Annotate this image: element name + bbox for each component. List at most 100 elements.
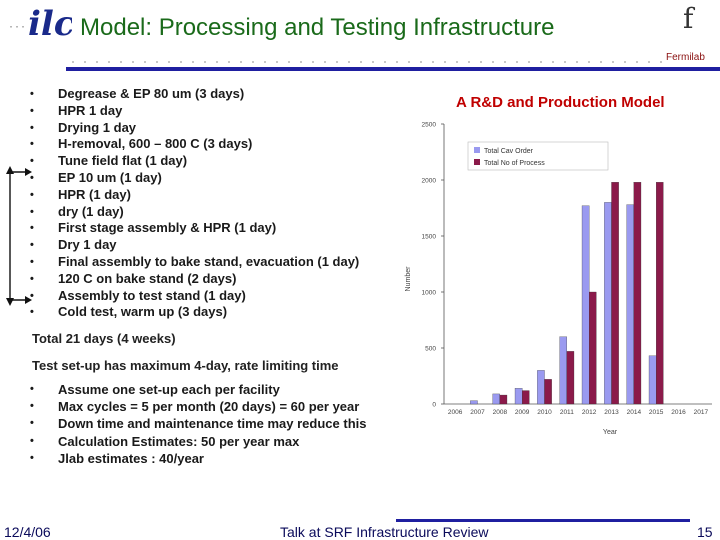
chart-y-tick-label: 0	[432, 402, 436, 409]
bullet-icon: •	[30, 289, 34, 302]
header-rule	[66, 67, 720, 71]
chart-x-tick-label: 2006	[448, 409, 463, 416]
process-step: • Cold test, warm up (3 days)	[30, 304, 400, 321]
chart-bar-cav-order	[559, 336, 567, 405]
chart-bar-cav-order	[626, 204, 634, 405]
chart-bar-process	[544, 379, 552, 405]
chart-x-tick-label: 2013	[604, 409, 619, 416]
chart-bar-cav-order	[514, 388, 523, 405]
chart-bar-cav-order	[537, 370, 545, 405]
process-step-text: Assembly to test stand (1 day)	[58, 287, 246, 303]
process-step: • Final assembly to bake stand, evacuatio…	[30, 254, 400, 271]
estimate-item-text: Jlab estimates : 40/year	[58, 450, 204, 466]
bullet-icon: •	[30, 383, 34, 395]
process-step: • HPR (1 day)	[30, 187, 400, 204]
chart-bar-process	[522, 390, 530, 405]
bullet-icon: •	[30, 188, 34, 201]
legend-label-cav-order: Total Cav Order	[484, 148, 534, 155]
process-step-text: Final assembly to bake stand, evacuation…	[58, 253, 360, 269]
bullet-icon: •	[30, 434, 34, 447]
bullet-icon: •	[30, 88, 34, 100]
estimate-item-text: Max cycles = 5 per month (20 days) = 60 …	[58, 399, 360, 415]
chart-bar-process	[589, 291, 597, 405]
process-step-text: Tune field flat (1 day)	[58, 153, 188, 169]
chart-y-axis-label: Number	[405, 266, 412, 292]
estimate-item-text: Down time and maintenance time may reduc…	[58, 416, 367, 432]
chart-y-tick-label: 1500	[422, 234, 437, 241]
fermilab-label: Fermilab	[666, 52, 705, 63]
chart-x-tick-label: 2017	[694, 409, 709, 416]
estimates-list: • Assume one set-up each per facility • Max…	[30, 381, 366, 467]
chart-x-tick-label: 2012	[582, 409, 597, 416]
process-step-text: First stage assembly & HPR (1 day)	[58, 220, 277, 236]
chart-bar-process	[499, 394, 508, 405]
chart-y-tick-label: 2500	[422, 122, 437, 129]
chart-x-tick-label: 2008	[493, 409, 508, 416]
bullet-icon: •	[30, 400, 34, 413]
chart-title: A R&D and Production Model	[456, 94, 665, 111]
chart-x-tick-label: 2009	[515, 409, 530, 416]
chart-bar-process	[656, 182, 664, 405]
legend-swatch-cav-order	[474, 147, 480, 153]
chart-x-axis-label: Year	[603, 429, 618, 436]
bullet-icon: •	[30, 451, 34, 464]
svg-text:···: ···	[8, 22, 26, 33]
chart-bar-process	[566, 351, 575, 405]
process-step-text: dry (1 day)	[58, 203, 124, 219]
chart-x-tick-label: 2010	[537, 409, 552, 416]
process-step: • First stage assembly & HPR (1 day)	[30, 220, 400, 237]
production-bar-chart: Number Year Total Cav Order Total No of …	[398, 114, 720, 444]
setup-note: Test set-up has maximum 4-day, rate limi…	[32, 358, 339, 373]
title-dotted-rule	[72, 61, 670, 63]
bullet-icon: •	[30, 417, 34, 430]
process-step-text: HPR (1 day)	[58, 186, 131, 202]
process-step: • EP 10 um (1 day)	[30, 170, 400, 187]
bullet-icon: •	[30, 222, 34, 235]
chart-x-tick-label: 2007	[470, 409, 485, 416]
chart-bar-cav-order	[604, 202, 612, 405]
legend-label-process: Total No of Process	[484, 160, 545, 167]
chart-x-tick-label: 2015	[649, 409, 664, 416]
bullet-icon: •	[30, 104, 34, 117]
process-step-text: Drying 1 day	[58, 119, 137, 135]
estimate-item: • Calculation Estimates: 50 per year max	[30, 433, 366, 450]
footer-rule	[396, 519, 690, 522]
chart-bar-cav-order	[581, 205, 590, 405]
chart-x-tick-label: 2014	[627, 409, 642, 416]
process-step: • Assembly to test stand (1 day)	[30, 288, 400, 305]
process-step-text: HPR 1 day	[58, 102, 123, 118]
legend-swatch-process	[474, 159, 480, 165]
bullet-icon: •	[30, 255, 34, 268]
page-number: 15	[697, 524, 713, 540]
process-step: • Dry 1 day	[30, 237, 400, 254]
process-step-text: Dry 1 day	[58, 237, 117, 253]
process-step: • H-removal, 600 – 800 C (3 days)	[30, 136, 400, 153]
footer-talk-title: Talk at SRF Infrastructure Review	[280, 524, 489, 540]
ilc-logo-text: ilc	[28, 4, 72, 42]
estimate-item-text: Assume one set-up each per facility	[58, 382, 280, 397]
chart-y-tick-label: 1000	[422, 290, 437, 297]
process-step-text: Degrease & EP 80 um (3 days)	[58, 86, 245, 101]
estimate-item: • Max cycles = 5 per month (20 days) = 60…	[30, 398, 366, 415]
bullet-icon: •	[30, 272, 34, 285]
bullet-icon: •	[30, 205, 34, 218]
chart-legend: Total Cav Order Total No of Process	[467, 141, 609, 171]
ilc-logo: ··· ilc	[8, 4, 72, 42]
estimate-item: • Down time and maintenance time may redu…	[30, 415, 366, 432]
chart-bar-process	[611, 182, 619, 405]
bullet-icon: •	[30, 239, 34, 252]
cycle-bracket-arrow	[6, 166, 32, 306]
process-steps-list: • Degrease & EP 80 um (3 days) • HPR 1 day •…	[30, 86, 400, 321]
process-step-text: EP 10 um (1 day)	[58, 169, 162, 185]
bullet-icon: •	[30, 121, 34, 134]
process-step-text: H-removal, 600 – 800 C (3 days)	[58, 136, 253, 152]
chart-bar-cav-order	[492, 393, 500, 405]
total-duration: Total 21 days (4 weeks)	[32, 331, 176, 346]
process-step-text: 120 C on bake stand (2 days)	[58, 270, 237, 286]
fermilab-logo: f	[683, 2, 694, 35]
page-title: Model: Processing and Testing Infrastruc…	[80, 14, 555, 41]
chart-x-tick-label: 2016	[671, 409, 686, 416]
process-step: • Tune field flat (1 day)	[30, 153, 400, 170]
estimate-item: • Jlab estimates : 40/year	[30, 450, 366, 467]
chart-y-tick-label: 500	[425, 346, 436, 353]
